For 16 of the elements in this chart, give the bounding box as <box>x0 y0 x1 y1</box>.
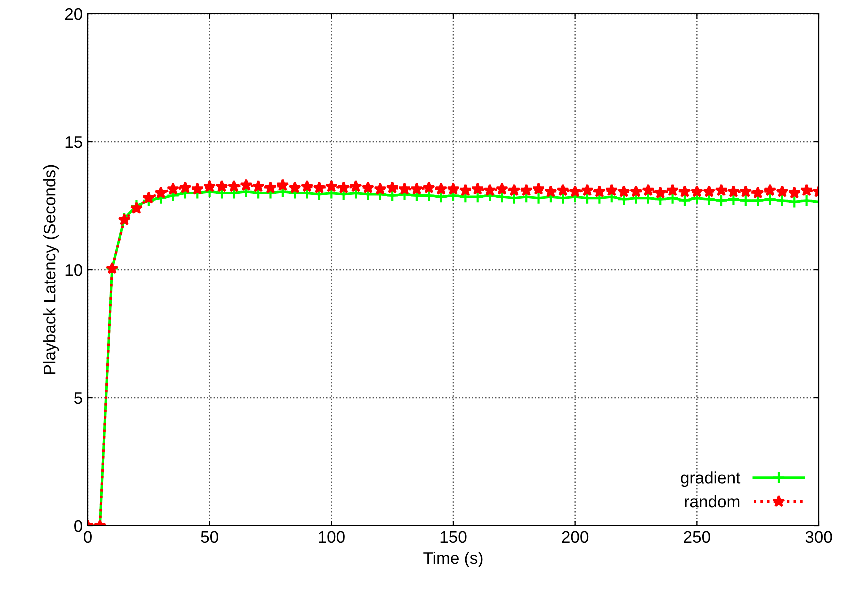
x-tick-label: 150 <box>440 531 467 544</box>
x-axis-title: Time (s) <box>424 552 483 568</box>
legend-label: gradient <box>681 472 741 488</box>
y-tick-label: 20 <box>65 8 82 20</box>
x-tick-label: 0 <box>84 531 92 544</box>
y-tick-label: 5 <box>74 392 82 404</box>
y-axis-title: Playback Latency (Seconds) <box>44 165 60 374</box>
x-tick-label: 200 <box>562 531 589 544</box>
x-tick-label: 300 <box>806 531 832 544</box>
x-tick-label: 50 <box>201 531 218 544</box>
legend-label: random <box>685 495 740 508</box>
x-tick-label: 100 <box>319 531 345 544</box>
x-tick-label: 250 <box>684 531 710 544</box>
y-tick-label: 0 <box>74 520 82 532</box>
y-tick-label: 15 <box>66 136 82 148</box>
y-tick-label: 10 <box>66 264 82 276</box>
